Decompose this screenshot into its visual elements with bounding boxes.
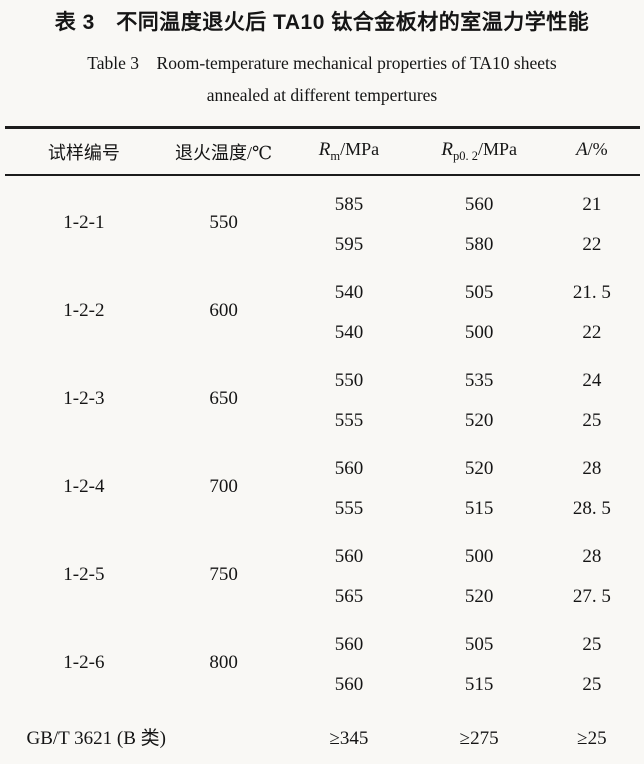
elongation-value-cell: 22 [582, 233, 602, 255]
rm-value-cell: 560 [334, 673, 364, 695]
elongation-value-cell: 28 [582, 545, 602, 567]
sample-id-cell: 1-2-2 [63, 299, 105, 321]
table-row: 1-2-4 700 560 520 28 [5, 440, 640, 496]
rm-value-cell: 550 [334, 369, 364, 391]
anneal-temp-cell: 550 [209, 211, 238, 233]
anneal-temp-cell: 600 [209, 299, 238, 321]
rm-value-cell: 560 [334, 633, 364, 655]
rm-unit: /MPa [340, 139, 380, 159]
elongation-value-cell: 24 [582, 369, 602, 391]
table-title-zh: 表 3 不同温度退火后 TA10 钛合金板材的室温力学性能 [54, 11, 590, 34]
sample-id-cell: 1-2-5 [63, 563, 105, 585]
elongation-symbol: A [576, 139, 588, 160]
table-title-en-line1: Table 3 Room-temperature mechanical prop… [87, 53, 557, 73]
rm-symbol: R [318, 139, 331, 160]
anneal-temp-cell: 700 [209, 475, 238, 497]
table-row: 1-2-1 550 585 560 21 [5, 175, 640, 232]
rm-value-cell: 560 [334, 457, 364, 479]
rp02-value-cell: 500 [464, 321, 494, 343]
column-header-sample-id: 试样编号 [47, 142, 120, 163]
sample-id-cell: 1-2-1 [63, 211, 105, 233]
table-row: 595 580 22 [5, 224, 640, 264]
elongation-value-cell: 22 [582, 321, 602, 343]
column-header-rp02: Rp0. 2/MPa [414, 128, 544, 176]
table-title-en-line2: annealed at different tempertures [206, 85, 438, 105]
column-header-rm: Rm/MPa [284, 128, 414, 176]
rp02-value-cell: 520 [464, 409, 494, 431]
elongation-min-cell: ≥25 [577, 727, 607, 749]
rm-value-cell: 555 [334, 497, 364, 519]
table-row: 540 500 22 [5, 312, 640, 352]
table-row: 1-2-6 800 560 505 25 [5, 616, 640, 672]
table-row: 555 515 28. 5 [5, 488, 640, 528]
table-row: 560 515 25 [5, 664, 640, 704]
elongation-unit: /% [587, 139, 608, 159]
rp02-symbol: R [441, 139, 453, 160]
elongation-value-cell: 28. 5 [572, 497, 611, 519]
elongation-value-cell: 28 [582, 457, 602, 479]
rm-value-cell: 560 [334, 545, 364, 567]
rm-value-cell: 595 [334, 233, 364, 255]
elongation-value-cell: 21. 5 [572, 281, 611, 303]
rp02-value-cell: 505 [464, 633, 494, 655]
mechanical-properties-table: 试样编号 退火温度/℃ Rm/MPa Rp0. 2/MPa A/% 1-2-1 … [4, 126, 640, 764]
rm-value-cell: 555 [334, 409, 364, 431]
rp02-subscript: p0. 2 [452, 149, 478, 163]
anneal-temp-cell: 800 [209, 651, 238, 673]
elongation-value-cell: 27. 5 [572, 585, 611, 607]
rp02-value-cell: 515 [464, 673, 494, 695]
rm-value-cell: 540 [334, 281, 364, 303]
table-row: GB/T 3621 (B 类) ≥345 ≥275 ≥25 [5, 704, 640, 764]
rm-min-cell: ≥345 [329, 727, 369, 749]
sample-id-cell: 1-2-3 [63, 387, 105, 409]
header-row: 试样编号 退火温度/℃ Rm/MPa Rp0. 2/MPa A/% [4, 128, 640, 176]
rm-value-cell: 565 [334, 585, 364, 607]
rp02-value-cell: 505 [464, 281, 494, 303]
rp02-value-cell: 500 [464, 545, 494, 567]
rp02-value-cell: 560 [464, 193, 494, 215]
elongation-value-cell: 21 [582, 193, 602, 215]
column-header-elongation: A/% [544, 128, 639, 176]
column-header-anneal-temp: 退火温度/℃ [175, 142, 273, 163]
rp02-min-cell: ≥275 [459, 727, 499, 749]
rm-subscript: m [330, 149, 341, 163]
sample-id-cell: 1-2-6 [63, 651, 105, 673]
anneal-temp-cell: 750 [209, 563, 238, 585]
rp02-value-cell: 520 [464, 585, 494, 607]
table-row: 1-2-5 750 560 500 28 [5, 528, 640, 584]
elongation-value-cell: 25 [582, 673, 602, 695]
elongation-value-cell: 25 [582, 409, 602, 431]
rp02-value-cell: 535 [464, 369, 494, 391]
rp02-value-cell: 520 [464, 457, 494, 479]
table-row: 555 520 25 [5, 400, 640, 440]
table-row: 1-2-2 600 540 505 21. 5 [5, 264, 640, 320]
standard-reference-cell: GB/T 3621 (B 类) [26, 727, 167, 749]
rp02-unit: /MPa [477, 139, 517, 159]
sample-id-cell: 1-2-4 [63, 475, 105, 497]
table-row: 1-2-3 650 550 535 24 [5, 352, 640, 408]
table-row: 565 520 27. 5 [5, 576, 640, 616]
elongation-value-cell: 25 [582, 633, 602, 655]
rm-value-cell: 540 [334, 321, 364, 343]
rp02-value-cell: 515 [464, 497, 494, 519]
rm-value-cell: 585 [334, 193, 364, 215]
anneal-temp-cell: 650 [209, 387, 238, 409]
rp02-value-cell: 580 [464, 233, 494, 255]
